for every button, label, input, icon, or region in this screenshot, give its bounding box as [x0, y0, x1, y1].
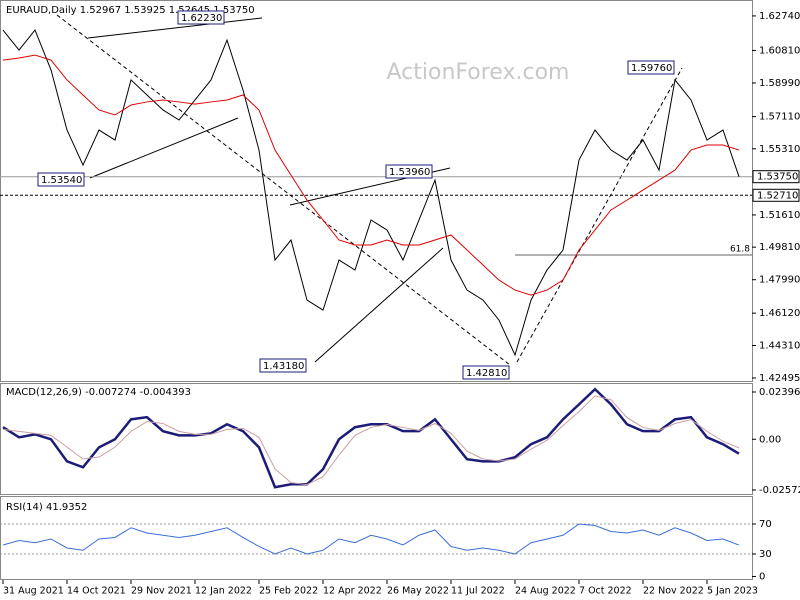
- price-box: [752, 188, 800, 202]
- series-line: [2, 29, 740, 357]
- trendline: [314, 247, 444, 363]
- x-tick-label: 25 Feb 2022: [259, 586, 318, 597]
- trendline: [89, 117, 239, 179]
- series-line: [2, 395, 740, 486]
- y-tick-label: 70: [759, 519, 772, 530]
- price-panel: [0, 0, 753, 382]
- x-tick-label: 26 May 2022: [387, 586, 449, 597]
- annotation-box: [385, 164, 433, 179]
- x-tick-label: 7 Oct 2022: [579, 586, 632, 597]
- x-tick-label: 14 Oct 2021: [67, 586, 126, 597]
- y-tick-label: 1.60810: [759, 45, 800, 56]
- trendline: [516, 67, 683, 363]
- annotation: 1.53540: [41, 175, 82, 186]
- rsi-title: RSI(14) 41.9352: [6, 502, 87, 513]
- y-tick-label: 1.42495: [759, 373, 800, 384]
- x-tick-label: 12 Apr 2022: [323, 586, 382, 597]
- x-tick-label: 12 Jan 2022: [195, 586, 252, 597]
- x-tick-label: 24 Aug 2022: [515, 586, 576, 597]
- annotation-box: [259, 358, 307, 373]
- rsi-panel: [0, 496, 753, 580]
- x-tick-label: 31 Aug 2021: [3, 586, 64, 597]
- price-label: 1.52710: [757, 190, 798, 201]
- annotation-box: [627, 60, 675, 75]
- annotation: 1.59760: [631, 63, 672, 74]
- macd-title: MACD(12,26,9) -0.007274 -0.004393: [6, 387, 191, 398]
- price-label: 1.53750: [757, 172, 798, 183]
- annotation: 1.53960: [389, 167, 430, 178]
- x-tick-label: 29 Nov 2021: [131, 586, 192, 597]
- annotation: 1.42810: [466, 368, 507, 379]
- annotation-box: [177, 10, 225, 25]
- trendline: [87, 17, 263, 39]
- annotation: 1.62230: [181, 13, 222, 24]
- y-tick-label: 1.51610: [759, 210, 800, 221]
- y-tick-label: 1.57110: [759, 112, 800, 123]
- y-tick-label: 1.46120: [759, 308, 800, 319]
- y-tick-label: 1.58990: [759, 78, 800, 89]
- y-tick-label: -0.025726: [759, 485, 800, 496]
- annotation: 1.43180: [263, 361, 304, 372]
- price-box: [752, 170, 800, 184]
- y-tick-label: 30: [759, 549, 772, 560]
- series-line: [2, 54, 740, 296]
- y-tick-label: 1.49810: [759, 242, 800, 253]
- series-line: [2, 523, 740, 555]
- x-tick-label: 5 Jan 2023: [707, 586, 758, 597]
- series-line: [2, 387, 740, 489]
- chart-title: EURAUD,Daily 1.52967 1.53925 1.52645 1.5…: [6, 5, 255, 16]
- y-tick-label: 0.023963: [759, 387, 800, 398]
- y-tick-label: 1.47990: [759, 275, 800, 286]
- watermark: ActionForex.com: [387, 60, 570, 85]
- annotation-box: [462, 365, 510, 380]
- fib-label: 61.8: [730, 245, 750, 255]
- y-tick-label: 1.55310: [759, 144, 800, 155]
- trendline: [56, 14, 511, 366]
- y-tick-label: 0.00: [759, 434, 781, 445]
- annotation-box: [37, 172, 85, 187]
- x-tick-label: 11 Jul 2022: [451, 586, 505, 597]
- y-tick-label: 0: [759, 571, 765, 582]
- x-tick-label: 22 Nov 2022: [643, 586, 704, 597]
- y-tick-label: 1.62740: [759, 11, 800, 22]
- y-tick-label: 1.44310: [759, 341, 800, 352]
